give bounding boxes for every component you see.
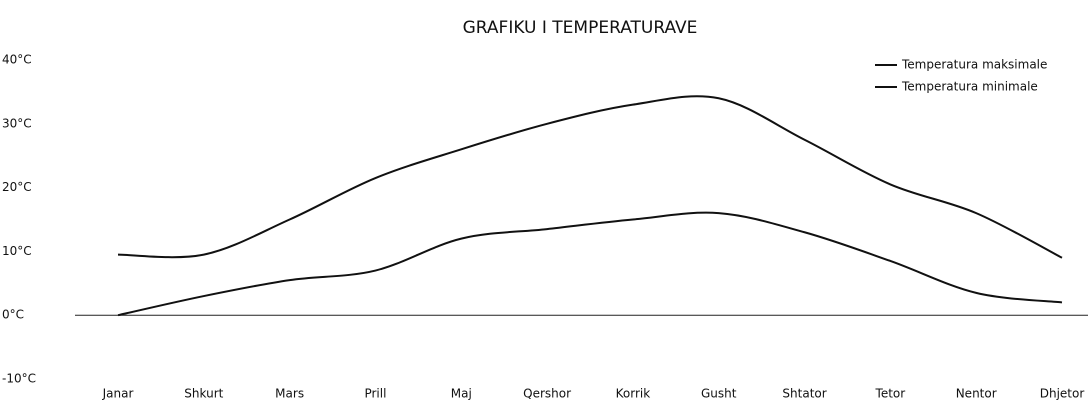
y-tick-label: 0°C bbox=[2, 308, 24, 322]
y-tick-label: -10°C bbox=[2, 372, 36, 386]
legend-label: Temperatura minimale bbox=[901, 80, 1038, 94]
x-tick-label: Gusht bbox=[701, 387, 737, 401]
x-tick-label: Qershor bbox=[523, 387, 571, 401]
x-tick-label: Shkurt bbox=[184, 387, 223, 401]
chart-title: GRAFIKU I TEMPERATURAVE bbox=[463, 18, 698, 38]
x-tick-label: Nentor bbox=[956, 387, 997, 401]
y-tick-label: 20°C bbox=[2, 180, 32, 194]
y-tick-label: 10°C bbox=[2, 244, 32, 258]
x-tick-label: Shtator bbox=[782, 387, 826, 401]
x-tick-label: Prill bbox=[364, 387, 386, 401]
y-tick-label: 30°C bbox=[2, 116, 32, 130]
x-tick-label: Dhjetor bbox=[1040, 387, 1085, 401]
line-series bbox=[117, 95, 1063, 259]
y-tick-label: 40°C bbox=[2, 53, 32, 67]
x-tick-label: Mars bbox=[275, 387, 304, 401]
x-tick-label: Korrik bbox=[616, 387, 651, 401]
line-series bbox=[117, 211, 1063, 317]
x-tick-label: Maj bbox=[451, 387, 472, 401]
legend-label: Temperatura maksimale bbox=[901, 58, 1047, 72]
x-tick-label: Janar bbox=[102, 387, 134, 401]
x-tick-label: Tetor bbox=[875, 387, 906, 401]
